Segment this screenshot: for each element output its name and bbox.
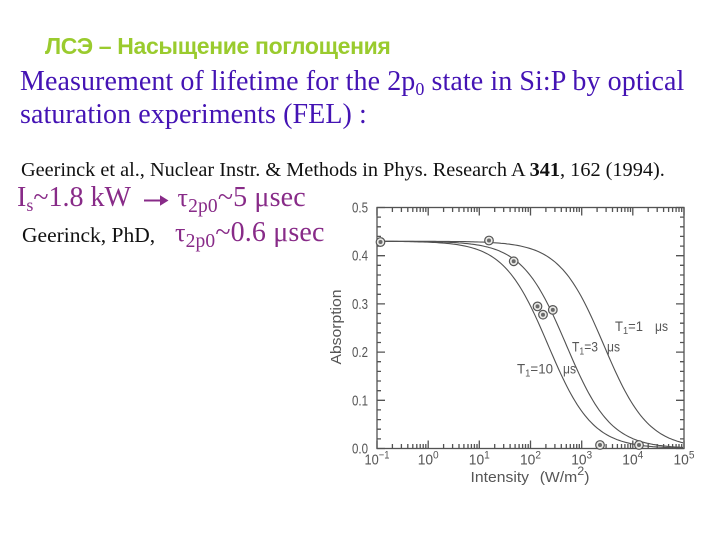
svg-text:104: 104 [622,450,643,469]
svg-text:0.0: 0.0 [352,441,368,458]
svg-text:101: 101 [469,450,490,469]
svg-text:105: 105 [674,450,695,469]
svg-text:0.1: 0.1 [352,392,368,409]
svg-text:0.2: 0.2 [352,344,368,361]
svg-text:10−1: 10−1 [365,450,390,469]
svg-text:T1=1: T1=1 [615,318,643,337]
svg-text:T1=10: T1=10 [517,361,553,380]
svg-text:μs: μs [563,361,576,377]
svg-text:100: 100 [418,450,439,469]
svg-text:0.5: 0.5 [352,200,368,217]
svg-text:0.4: 0.4 [352,248,368,265]
svg-text:102: 102 [520,450,541,469]
svg-text:0.3: 0.3 [352,296,368,313]
svg-text:μs: μs [607,339,620,355]
svg-text:T1=3: T1=3 [572,339,598,358]
svg-text:Absorption: Absorption [328,290,345,365]
svg-text:Intensity (W/m2): Intensity (W/m 2) [471,464,590,486]
svg-text:μs: μs [655,318,668,334]
